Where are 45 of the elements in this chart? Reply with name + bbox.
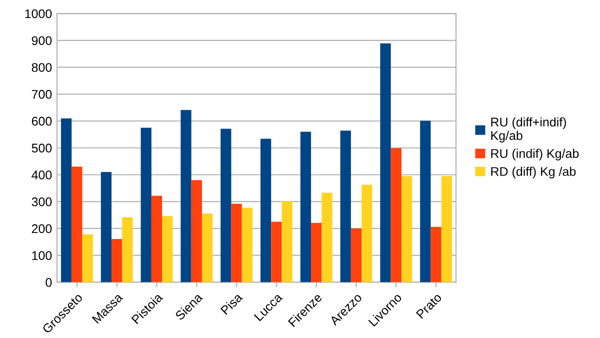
y-tick-label: 400 [32,170,52,180]
bar [202,213,213,282]
bar [60,118,72,282]
bar [231,204,242,282]
y-tick-label: 500 [32,144,52,153]
legend-label: RU (indif) Kg/ab [491,148,579,160]
bar [380,43,391,282]
bar [260,138,272,282]
legend-label: RD (diff) Kg /ab [491,166,576,178]
bar [300,132,312,282]
bar [271,222,282,282]
bar [311,222,322,282]
bar [82,234,93,282]
y-tick-label: 200 [32,224,52,234]
legend-label: RU (diff+indif) Kg/ab [491,117,566,142]
bar [441,176,452,282]
bar [140,128,152,282]
bar [350,228,362,282]
y-tick-label: 700 [32,90,52,99]
bar [112,238,122,282]
bar [180,110,192,282]
bar [122,217,133,282]
bar [72,166,82,282]
bar [151,196,162,282]
bar [362,184,372,282]
bar [100,172,112,282]
bar [322,192,332,282]
y-tick-label: 100 [32,251,52,260]
bar [191,180,202,282]
y-tick-label: 300 [32,197,52,206]
y-tick-label: 0 [46,278,52,287]
y-tick-label: 1000 [25,9,52,18]
x-tick-label: Pisa [220,292,244,315]
bar [390,148,402,282]
bar [162,216,173,282]
bar [430,226,442,282]
bar [420,120,431,282]
bar [220,128,232,282]
bar [282,201,292,282]
y-tick-label: 900 [32,36,52,46]
bar [340,130,351,282]
y-tick-label: 800 [32,63,52,72]
y-tick-label: 600 [32,116,52,126]
bar [242,208,253,282]
bar [401,176,412,282]
